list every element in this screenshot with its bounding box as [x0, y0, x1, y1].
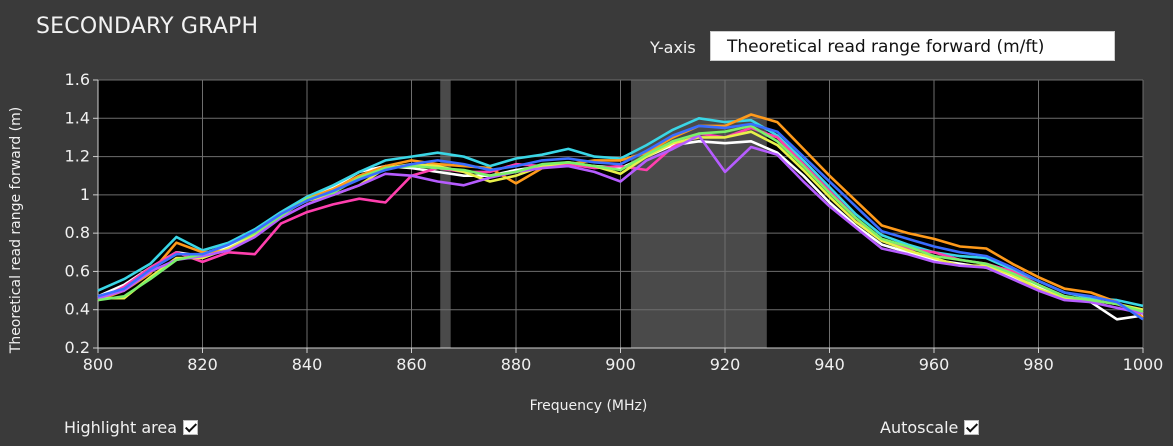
- highlight-band-0: [440, 80, 451, 348]
- autoscale-label: Autoscale: [880, 418, 959, 437]
- autoscale-toggle[interactable]: Autoscale: [880, 418, 980, 437]
- x-tick-label: 1000: [1123, 355, 1164, 374]
- y-tick-label: 0.2: [65, 338, 90, 357]
- x-axis-title: Frequency (MHz): [530, 398, 648, 414]
- y-tick-label: 1.6: [65, 70, 90, 89]
- y-tick-label: 0.6: [65, 261, 90, 280]
- x-tick-label: 900: [605, 355, 636, 374]
- autoscale-checkbox[interactable]: [964, 420, 980, 435]
- y-tick-label: 1: [80, 185, 90, 204]
- series-line-5: [97, 134, 1144, 315]
- yaxis-selector-label: Y-axis: [650, 38, 696, 57]
- x-tick-label: 980: [1023, 355, 1054, 374]
- y-tick-label: 0.4: [65, 300, 90, 319]
- x-tick-label: 820: [187, 355, 218, 374]
- highlight-area-label: Highlight area: [64, 418, 177, 437]
- series-line-1: [97, 116, 1144, 308]
- x-tick-label: 880: [501, 355, 532, 374]
- x-tick-label: 960: [919, 355, 950, 374]
- highlight-area-checkbox[interactable]: [183, 420, 198, 435]
- x-tick-label: 840: [292, 355, 323, 374]
- x-tick-label: 860: [396, 355, 427, 374]
- series-line-6: [97, 124, 1144, 313]
- series-line-7: [97, 122, 1144, 321]
- x-tick-label: 920: [710, 355, 741, 374]
- x-tick-label: 800: [83, 355, 114, 374]
- panel-title: SECONDARY GRAPH: [36, 14, 259, 39]
- y-axis-title: Theoretical read range forward (m): [8, 107, 24, 354]
- highlight-area-toggle[interactable]: Highlight area: [64, 418, 198, 437]
- y-tick-label: 0.8: [65, 223, 90, 242]
- chart-container: 800 820 840 860 880 900 920 940 960 980 1000 0.2 0.4…: [0, 66, 1173, 426]
- y-tick-label: 1.4: [65, 108, 90, 127]
- read-range-chart: 800 820 840 860 880 900 920 940 960 980 1000 0.2 0.4…: [8, 70, 1164, 414]
- x-tick-label: 940: [814, 355, 845, 374]
- y-tick-label: 1.2: [65, 147, 90, 166]
- yaxis-selector-dropdown[interactable]: Theoretical read range forward (m/ft): [710, 31, 1115, 61]
